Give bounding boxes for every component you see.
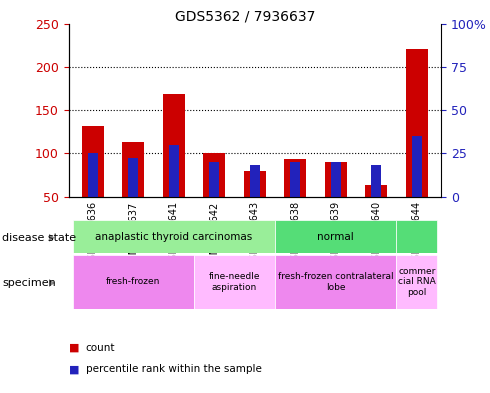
Bar [169,145,179,196]
Bar [396,255,437,309]
Text: normal: normal [318,232,354,242]
Bar [82,126,104,196]
Bar [163,94,185,196]
Text: fine-needle
aspiration: fine-needle aspiration [209,272,260,292]
Text: count: count [86,343,115,353]
Text: anaplastic thyroid carcinomas: anaplastic thyroid carcinomas [95,232,252,242]
Text: percentile rank within the sample: percentile rank within the sample [86,364,262,375]
Bar [406,49,428,196]
Bar [396,220,437,253]
Bar [250,165,260,196]
Bar [122,142,145,196]
Text: fresh-frozen: fresh-frozen [106,277,161,286]
Bar [412,136,422,196]
Text: specimen: specimen [2,278,56,288]
Text: ■: ■ [69,364,79,375]
Bar [331,162,341,196]
Polygon shape [49,234,55,242]
Bar [194,255,275,309]
Text: GDS5362 / 7936637: GDS5362 / 7936637 [175,10,315,24]
Text: commer
cial RNA
pool: commer cial RNA pool [398,267,436,297]
Bar [365,185,388,196]
Text: disease state: disease state [2,233,76,243]
Bar [203,153,225,196]
Bar [275,220,396,253]
Bar [324,162,347,196]
Bar [73,220,275,253]
Bar [73,255,194,309]
Text: ■: ■ [69,343,79,353]
Bar [275,255,396,309]
Bar [244,171,266,196]
Bar [284,159,306,196]
Bar [290,162,300,196]
Text: fresh-frozen contralateral
lobe: fresh-frozen contralateral lobe [278,272,393,292]
Bar [128,158,138,196]
Polygon shape [49,279,55,287]
Bar [209,162,220,196]
Bar [371,165,381,196]
Bar [88,153,98,196]
